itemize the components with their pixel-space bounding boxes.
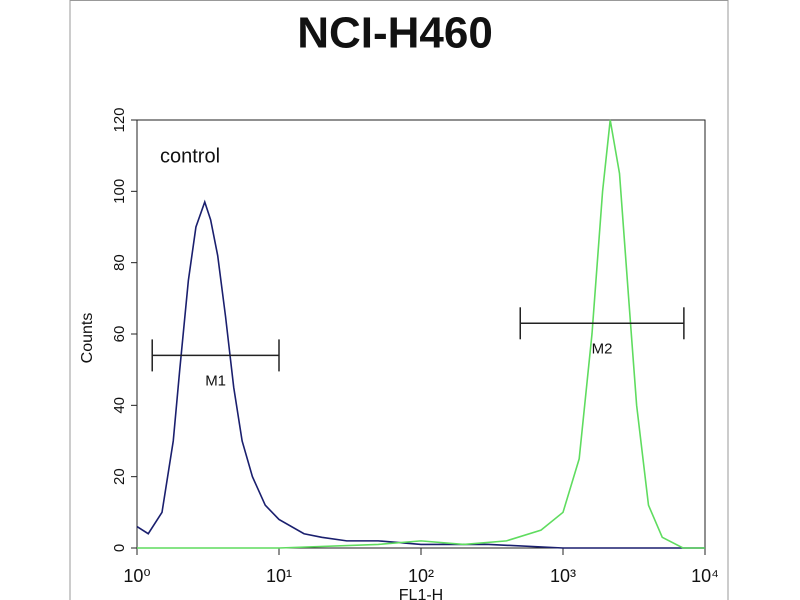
x-tick-label: 10³ <box>550 566 576 586</box>
x-tick-label: 10¹ <box>266 566 292 586</box>
y-tick-label: 100 <box>111 179 128 204</box>
x-tick-label: 10² <box>408 566 434 586</box>
x-tick-label: 10⁰ <box>123 566 150 586</box>
image-frame <box>69 0 729 600</box>
y-tick-label: 60 <box>111 326 128 343</box>
y-tick-label: 80 <box>111 254 128 271</box>
histogram-line <box>137 119 705 549</box>
y-tick-label: 40 <box>111 397 128 414</box>
gate-label: M2 <box>592 340 613 357</box>
annotation: control <box>160 145 220 167</box>
x-tick-label: 10⁴ <box>691 566 719 586</box>
x-axis-label: FL1-H <box>399 587 443 600</box>
chart-title: NCI-H460 <box>297 9 493 58</box>
histogram-line <box>136 199 705 549</box>
y-tick-label: 120 <box>111 107 128 132</box>
y-tick-label: 20 <box>111 468 128 485</box>
gate-label: M1 <box>205 372 226 389</box>
y-tick-label: 0 <box>111 544 128 552</box>
y-axis-label: Counts <box>79 313 96 364</box>
